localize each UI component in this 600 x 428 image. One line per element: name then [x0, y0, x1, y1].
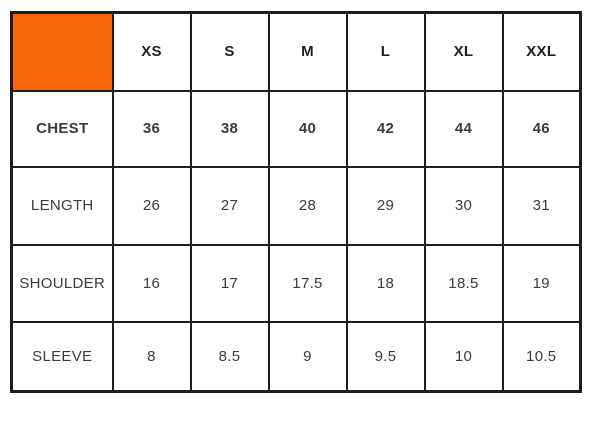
cell-sleeve-m: 9 — [267, 320, 348, 393]
table-row-shoulder: SHOULDER 16 17 17.5 18 18.5 19 — [10, 243, 582, 323]
cell-shoulder-l: 18 — [345, 243, 426, 323]
col-header-s: S — [189, 11, 270, 92]
col-header-l: L — [345, 11, 426, 92]
table-row-chest: CHEST 36 38 40 42 44 46 — [10, 89, 582, 168]
cell-chest-l: 42 — [345, 89, 426, 168]
size-chart: XS S M L XL XXL CHEST 36 38 40 42 44 46 … — [10, 11, 582, 393]
col-header-xl: XL — [423, 11, 504, 92]
table-row-length: LENGTH 26 27 28 29 30 31 — [10, 165, 582, 246]
cell-sleeve-xl: 10 — [423, 320, 504, 393]
cell-shoulder-xl: 18.5 — [423, 243, 504, 323]
cell-sleeve-xs: 8 — [111, 320, 192, 393]
cell-chest-xxl: 46 — [501, 89, 582, 168]
cell-length-l: 29 — [345, 165, 426, 246]
cell-chest-xs: 36 — [111, 89, 192, 168]
corner-swatch-cell — [10, 11, 114, 92]
row-label-chest: CHEST — [10, 89, 114, 168]
table-row-sleeve: SLEEVE 8 8.5 9 9.5 10 10.5 — [10, 320, 582, 393]
cell-shoulder-xxl: 19 — [501, 243, 582, 323]
cell-shoulder-m: 17.5 — [267, 243, 348, 323]
cell-chest-m: 40 — [267, 89, 348, 168]
cell-sleeve-xxl: 10.5 — [501, 320, 582, 393]
cell-length-xl: 30 — [423, 165, 504, 246]
cell-length-s: 27 — [189, 165, 270, 246]
cell-shoulder-xs: 16 — [111, 243, 192, 323]
row-label-sleeve: SLEEVE — [10, 320, 114, 393]
cell-chest-xl: 44 — [423, 89, 504, 168]
cell-sleeve-s: 8.5 — [189, 320, 270, 393]
cell-chest-s: 38 — [189, 89, 270, 168]
header-row: XS S M L XL XXL — [10, 11, 582, 92]
col-header-xs: XS — [111, 11, 192, 92]
cell-sleeve-l: 9.5 — [345, 320, 426, 393]
col-header-xxl: XXL — [501, 11, 582, 92]
cell-length-xs: 26 — [111, 165, 192, 246]
cell-shoulder-s: 17 — [189, 243, 270, 323]
col-header-m: M — [267, 11, 348, 92]
row-label-shoulder: SHOULDER — [10, 243, 114, 323]
cell-length-xxl: 31 — [501, 165, 582, 246]
size-chart-table: XS S M L XL XXL CHEST 36 38 40 42 44 46 … — [10, 11, 582, 393]
row-label-length: LENGTH — [10, 165, 114, 246]
cell-length-m: 28 — [267, 165, 348, 246]
